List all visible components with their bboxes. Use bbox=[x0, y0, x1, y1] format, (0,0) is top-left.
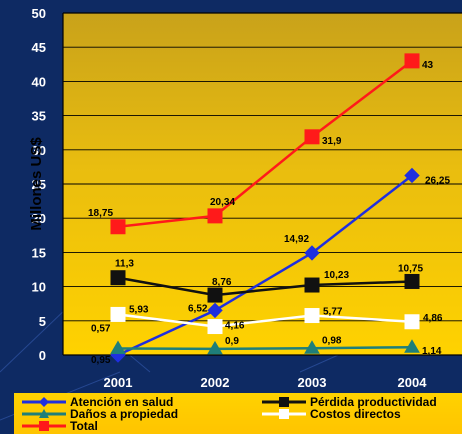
series-line bbox=[117, 276, 413, 297]
legend: Atención en salud Pérdida productividad Da… bbox=[22, 395, 437, 433]
data-label: 10,75 bbox=[398, 263, 423, 274]
legend-label: Costos directos bbox=[310, 407, 401, 421]
data-point bbox=[110, 270, 126, 286]
legend-label: Total bbox=[70, 419, 98, 433]
data-label: 5,93 bbox=[129, 304, 149, 315]
data-point bbox=[207, 319, 223, 335]
data-label: 18,75 bbox=[88, 208, 113, 219]
legend-marker bbox=[39, 421, 49, 431]
data-point bbox=[404, 314, 420, 330]
data-point bbox=[304, 340, 320, 354]
data-label: 4,86 bbox=[423, 313, 443, 324]
data-point bbox=[304, 308, 320, 324]
legend-marker bbox=[39, 409, 49, 418]
gridlines bbox=[62, 12, 462, 356]
series-line bbox=[117, 313, 413, 328]
data-point bbox=[304, 277, 320, 293]
data-label: 14,92 bbox=[284, 234, 309, 245]
x-tick-label: 2002 bbox=[201, 375, 230, 390]
legend-label: Pérdida productividad bbox=[310, 395, 437, 409]
legend-label: Daños a propiedad bbox=[70, 407, 178, 421]
x-axis-ticks: 2001 2002 2003 2004 bbox=[104, 375, 428, 390]
series-line bbox=[117, 174, 413, 357]
legend-label: Atención en salud bbox=[70, 395, 173, 409]
y-axis-label: Millones US$ bbox=[28, 137, 45, 231]
y-tick-label: 35 bbox=[32, 109, 46, 124]
y-tick-label: 5 bbox=[39, 314, 46, 329]
data-label: 4,16 bbox=[225, 321, 245, 332]
series-group: 0,95 6,52 14,92 26,25 11,3 8,76 10,23 10,75 0,57… bbox=[88, 53, 450, 366]
data-point bbox=[110, 306, 126, 322]
legend-marker bbox=[39, 397, 49, 407]
data-point bbox=[207, 287, 223, 303]
data-point bbox=[404, 339, 420, 353]
data-point bbox=[404, 53, 420, 69]
data-label: 0,98 bbox=[322, 335, 342, 346]
x-tick-label: 2003 bbox=[298, 375, 327, 390]
y-tick-label: 25 bbox=[32, 177, 46, 192]
data-point bbox=[304, 129, 320, 145]
data-point bbox=[207, 302, 223, 319]
y-tick-label: 50 bbox=[32, 6, 46, 21]
data-label: 43 bbox=[422, 60, 434, 71]
y-tick-label: 10 bbox=[32, 280, 46, 295]
data-label: 6,52 bbox=[188, 303, 208, 314]
data-point bbox=[207, 340, 223, 355]
y-tick-label: 40 bbox=[32, 74, 46, 89]
x-tick-label: 2004 bbox=[398, 375, 428, 390]
legend-box bbox=[14, 393, 462, 434]
data-label: 26,25 bbox=[425, 175, 450, 186]
series-perdida: 11,3 8,76 10,23 10,75 bbox=[110, 259, 423, 303]
data-label: 31,9 bbox=[322, 136, 342, 147]
series-danos: 0,57 0,9 0,98 1,14 bbox=[91, 324, 442, 358]
data-label: 1,14 bbox=[422, 346, 442, 357]
legend-marker bbox=[279, 409, 289, 419]
data-label: 8,76 bbox=[212, 277, 232, 288]
y-tick-label: 30 bbox=[32, 143, 46, 158]
data-label: 10,23 bbox=[324, 270, 349, 281]
series-atencion: 0,95 6,52 14,92 26,25 bbox=[91, 167, 450, 366]
legend-item-atencion: Atención en salud bbox=[22, 395, 173, 409]
legend-marker bbox=[279, 397, 289, 407]
legend-item-total: Total bbox=[22, 419, 98, 433]
data-point bbox=[110, 340, 126, 355]
series-line bbox=[117, 59, 413, 228]
data-point bbox=[207, 208, 223, 224]
legend-item-perdida: Pérdida productividad bbox=[262, 395, 437, 409]
data-label: 11,3 bbox=[115, 259, 134, 270]
y-tick-label: 15 bbox=[32, 245, 46, 260]
series-costos: 5,93 4,16 5,77 4,86 bbox=[110, 304, 443, 335]
data-point bbox=[404, 167, 420, 184]
data-label: 20,34 bbox=[210, 197, 235, 208]
data-label: 0,9 bbox=[225, 336, 239, 347]
legend-item-danos: Daños a propiedad bbox=[22, 407, 178, 421]
legend-item-costos: Costos directos bbox=[262, 407, 401, 421]
data-label: 0,95 bbox=[91, 355, 111, 366]
data-point bbox=[404, 273, 420, 289]
series-total: 18,75 20,34 31,9 43 bbox=[88, 53, 434, 235]
data-point bbox=[110, 219, 126, 235]
series-line bbox=[117, 345, 413, 351]
data-label: 0,57 bbox=[91, 324, 111, 335]
data-label: 5,77 bbox=[323, 307, 343, 318]
y-tick-label: 0 bbox=[39, 348, 46, 363]
x-tick-label: 2001 bbox=[104, 375, 133, 390]
data-point bbox=[304, 245, 320, 261]
y-tick-label: 45 bbox=[32, 40, 46, 55]
y-tick-label: 20 bbox=[32, 211, 46, 226]
y-axis-ticks: 0 5 10 15 20 25 30 35 40 45 50 bbox=[32, 6, 46, 363]
